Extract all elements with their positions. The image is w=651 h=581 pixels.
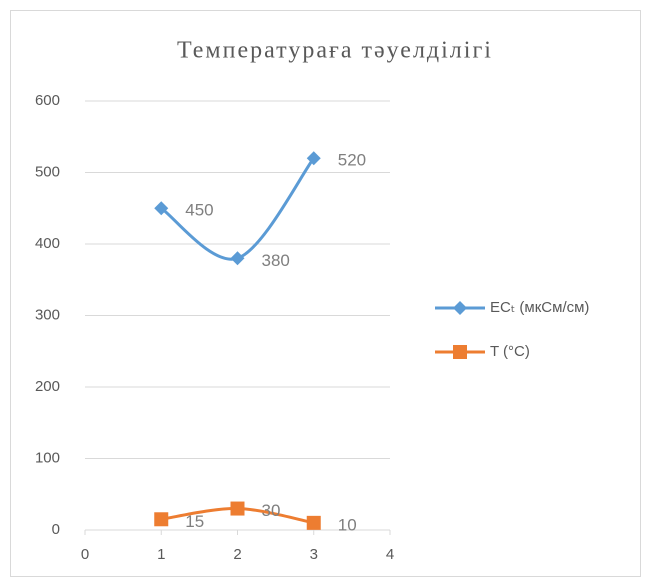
legend-marker (453, 345, 467, 359)
data-label: 10 (338, 515, 357, 534)
y-tick-label: 600 (35, 92, 60, 109)
data-label: 520 (338, 151, 366, 170)
data-point (306, 151, 321, 166)
data-point (230, 251, 245, 266)
chart-title: Температураға тәуелділігі (177, 38, 493, 64)
data-label: 380 (262, 251, 290, 270)
data-point (306, 515, 321, 530)
data-point (154, 201, 169, 216)
legend-label: T (°C) (490, 343, 530, 360)
data-label: 450 (185, 201, 213, 220)
data-point (154, 512, 169, 527)
data-label: 15 (185, 512, 204, 531)
y-tick-label: 300 (35, 306, 60, 323)
y-tick-label: 400 (35, 235, 60, 252)
legend-label: ECₜ (мкСм/см) (490, 299, 589, 316)
y-tick-label: 0 (52, 521, 60, 538)
legend-marker (453, 301, 467, 315)
y-tick-label: 500 (35, 163, 60, 180)
chart-border (10, 10, 641, 577)
x-tick-label: 2 (233, 546, 241, 563)
data-point (230, 501, 245, 516)
y-tick-label: 200 (35, 378, 60, 395)
y-tick-label: 100 (35, 449, 60, 466)
x-tick-label: 3 (310, 546, 318, 563)
x-tick-label: 0 (81, 546, 89, 563)
data-label: 30 (262, 501, 281, 520)
x-tick-label: 1 (157, 546, 165, 563)
x-tick-label: 4 (386, 546, 394, 563)
